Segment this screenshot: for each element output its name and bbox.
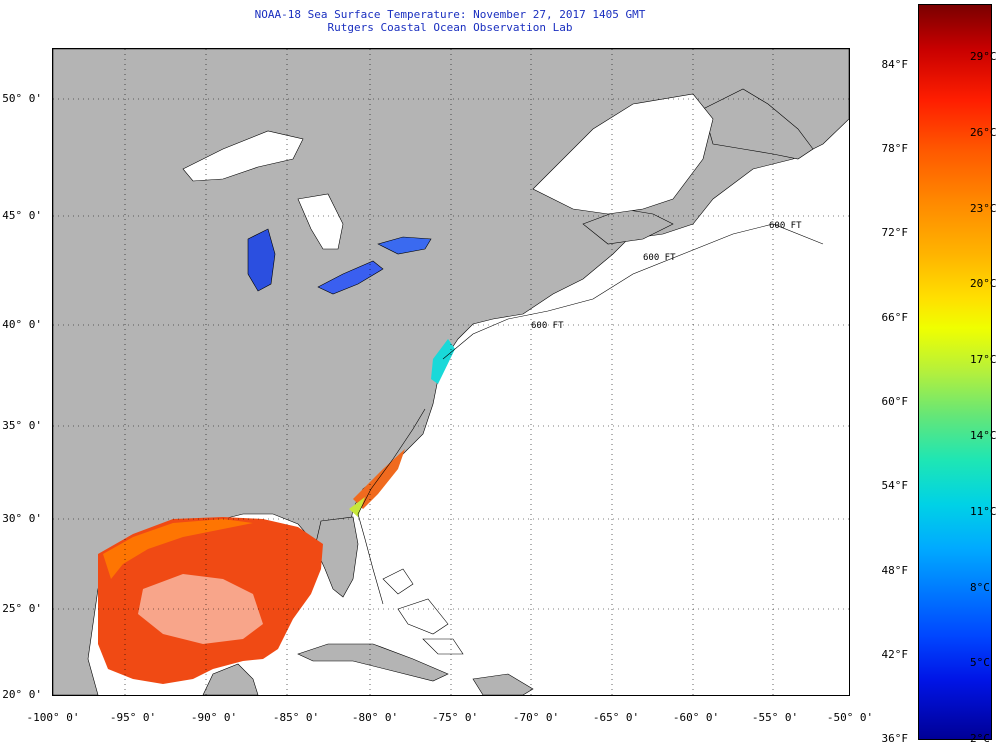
lon-label-70: -70° 0' <box>512 711 560 724</box>
newfoundland-land <box>702 88 814 160</box>
lon-label-50: -50° 0' <box>826 711 874 724</box>
colorbar-f-60: 60°F <box>881 395 909 408</box>
colorbar-c-17: 17°C <box>970 353 997 366</box>
colorbar-f-84: 84°F <box>881 58 909 71</box>
lon-label-65: -65° 0' <box>592 711 640 724</box>
chesapeake-sst <box>431 339 455 384</box>
colorbar-c-11: 11°C <box>970 505 997 518</box>
georgia-sst <box>349 497 365 517</box>
lat-label-20: 20° 0' <box>2 688 42 701</box>
hispaniola-land <box>472 673 534 695</box>
lon-label-75: -75° 0' <box>431 711 479 724</box>
colorbar-c-2: 2°C <box>970 732 990 745</box>
lon-label-60: -60° 0' <box>672 711 720 724</box>
temperature-colorbar <box>918 4 992 740</box>
colorbar-c-26: 26°C <box>970 126 997 139</box>
yucatan-land <box>202 663 259 695</box>
colorbar-f-48: 48°F <box>881 564 909 577</box>
colorbar-c-8: 8°C <box>970 581 990 594</box>
isobath-label-2: 600 FT <box>531 321 564 331</box>
colorbar-f-42: 42°F <box>881 648 909 661</box>
lat-label-35: 35° 0' <box>2 419 42 432</box>
cuba-land <box>297 643 449 682</box>
colorbar-f-66: 66°F <box>881 311 909 324</box>
colorbar-f-54: 54°F <box>881 479 909 492</box>
lat-label-30: 30° 0' <box>2 512 42 525</box>
colorbar-c-23: 23°C <box>970 202 997 215</box>
map-title: NOAA-18 Sea Surface Temperature: Novembe… <box>254 8 646 21</box>
bahamas-outline <box>382 568 464 655</box>
colorbar-f-72: 72°F <box>881 226 909 239</box>
isobath-label-3: 600 FT <box>769 221 802 231</box>
map-subtitle: Rutgers Coastal Ocean Observation Lab <box>327 21 573 34</box>
lon-label-90: -90° 0' <box>190 711 238 724</box>
map-canvas: 600 FT 600 FT 600 FT <box>53 49 849 695</box>
isobath-label-1: 600 FT <box>643 253 676 263</box>
lon-label-55: -55° 0' <box>751 711 799 724</box>
map-header: NOAA-18 Sea Surface Temperature: Novembe… <box>0 8 900 34</box>
colorbar-c-5: 5°C <box>970 656 990 669</box>
gulf-sst-speckle <box>138 574 263 644</box>
colorbar-f-36: 36°F <box>881 732 909 745</box>
lon-label-80: -80° 0' <box>351 711 399 724</box>
sst-map: 600 FT 600 FT 600 FT <box>52 48 850 696</box>
lake-huron <box>297 193 344 250</box>
lat-label-40: 40° 0' <box>2 318 42 331</box>
colorbar-c-20: 20°C <box>970 277 997 290</box>
carolina-sst <box>353 449 405 509</box>
lon-label-85: -85° 0' <box>272 711 320 724</box>
lake-michigan <box>247 228 276 292</box>
colorbar-f-78: 78°F <box>881 142 909 155</box>
colorbar-c-29: 29°C <box>970 50 997 63</box>
lat-label-25: 25° 0' <box>2 602 42 615</box>
gulf-of-st-lawrence <box>532 93 714 215</box>
lon-label-100: -100° 0' <box>26 711 80 724</box>
colorbar-c-14: 14°C <box>970 429 997 442</box>
lon-label-95: -95° 0' <box>109 711 157 724</box>
lat-label-45: 45° 0' <box>2 209 42 222</box>
lat-label-50: 50° 0' <box>2 92 42 105</box>
isobath-600ft <box>357 223 824 605</box>
lake-ontario <box>377 236 432 255</box>
lake-superior <box>182 130 304 182</box>
gulf-sst-warm-band <box>103 519 253 579</box>
lake-erie <box>317 260 384 295</box>
